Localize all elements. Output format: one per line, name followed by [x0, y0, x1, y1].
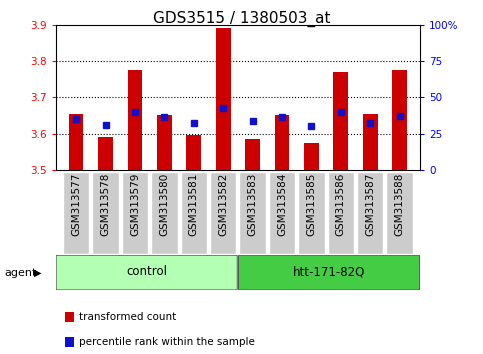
Text: ▶: ▶	[33, 268, 41, 278]
FancyBboxPatch shape	[239, 255, 420, 290]
Bar	[245, 139, 260, 170]
Bar	[275, 115, 289, 170]
Text: htt-171-82Q: htt-171-82Q	[293, 266, 365, 278]
Bar	[333, 72, 348, 170]
Bar	[128, 70, 142, 170]
Text: GDS3515 / 1380503_at: GDS3515 / 1380503_at	[153, 11, 330, 27]
Text: control: control	[126, 266, 167, 278]
Text: GSM313586: GSM313586	[336, 172, 346, 236]
Bar	[98, 137, 113, 170]
Text: GSM313578: GSM313578	[100, 172, 111, 236]
Text: transformed count: transformed count	[79, 312, 176, 322]
Bar	[92, 172, 119, 254]
Bar	[304, 143, 319, 170]
Bar	[240, 172, 266, 254]
Bar	[327, 172, 354, 254]
Text: GSM313587: GSM313587	[365, 172, 375, 236]
FancyBboxPatch shape	[56, 255, 237, 290]
Text: GSM313584: GSM313584	[277, 172, 287, 236]
Bar	[363, 114, 378, 170]
Bar	[210, 172, 236, 254]
Bar	[269, 172, 295, 254]
Text: agent: agent	[5, 268, 37, 278]
Text: GSM313582: GSM313582	[218, 172, 228, 236]
Text: GSM313585: GSM313585	[306, 172, 316, 236]
Bar	[69, 114, 84, 170]
Text: GSM313579: GSM313579	[130, 172, 140, 236]
Bar	[122, 172, 148, 254]
Text: GSM313580: GSM313580	[159, 172, 170, 236]
Bar	[63, 172, 89, 254]
Bar	[386, 172, 413, 254]
Text: GSM313577: GSM313577	[71, 172, 81, 236]
Bar	[157, 115, 172, 170]
Text: GSM313583: GSM313583	[248, 172, 257, 236]
Bar	[357, 172, 384, 254]
Text: percentile rank within the sample: percentile rank within the sample	[79, 337, 255, 347]
Text: GSM313588: GSM313588	[395, 172, 405, 236]
Bar	[392, 70, 407, 170]
Bar	[216, 28, 230, 170]
Bar	[151, 172, 178, 254]
Bar	[298, 172, 325, 254]
Bar	[181, 172, 207, 254]
Text: GSM313581: GSM313581	[189, 172, 199, 236]
Bar	[186, 136, 201, 170]
